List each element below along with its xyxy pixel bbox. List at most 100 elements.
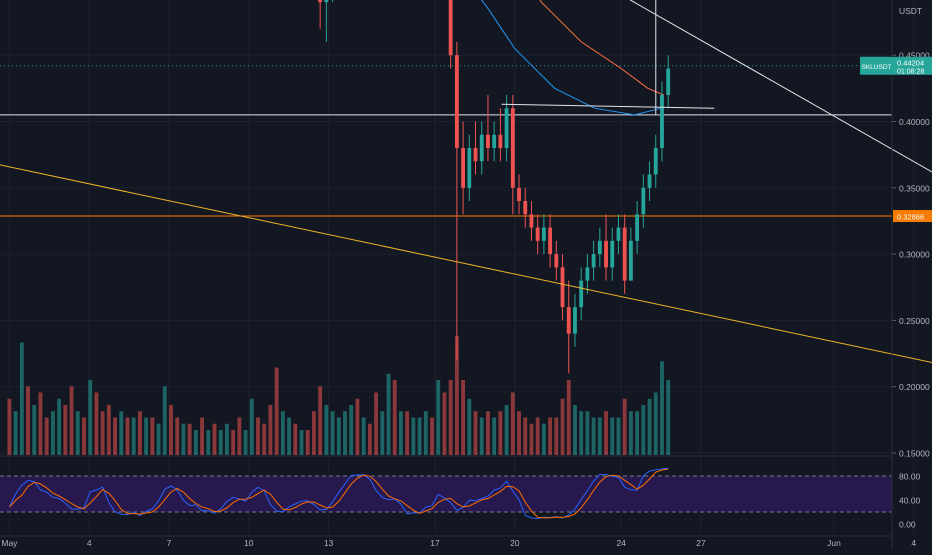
candle-body: [324, 0, 329, 3]
candle-body: [566, 307, 571, 334]
volume-bar: [218, 430, 223, 455]
volume-bar: [641, 405, 646, 455]
volume-bar: [305, 430, 310, 455]
price-tick-label: 0.40000: [899, 117, 930, 127]
price-badge-value: 0.44204: [897, 58, 924, 67]
candle-body: [510, 108, 515, 188]
volume-bar: [448, 380, 453, 455]
price-badge: [893, 56, 932, 75]
candle-body: [573, 307, 577, 334]
time-tick-label: May: [1, 538, 18, 548]
volume-bar: [573, 405, 577, 455]
candle-body: [479, 134, 484, 162]
volume-bar: [423, 411, 428, 455]
price-badge: [893, 210, 932, 223]
volume-bar: [467, 398, 472, 455]
price-tick-label: 0.15000: [899, 449, 930, 459]
volume-bar: [622, 398, 627, 455]
volume-bar: [13, 411, 18, 455]
volume-bars: [7, 336, 671, 455]
volume-bar: [355, 398, 360, 455]
volume-bar: [312, 411, 316, 455]
oscillator-pane: [0, 475, 892, 513]
volume-bar: [231, 430, 236, 455]
candle-body: [579, 280, 584, 308]
volume-bar: [193, 430, 198, 455]
candle-body: [454, 55, 459, 149]
volume-bar: [75, 411, 80, 455]
volume-bar: [268, 405, 273, 455]
volume-bar: [610, 417, 615, 455]
oscillator-tick-label: 40.00: [899, 496, 921, 506]
grid: [0, 0, 915, 533]
volume-bar: [243, 430, 248, 455]
volume-bar: [666, 380, 671, 455]
volume-bar: [32, 405, 37, 455]
volume-bar: [604, 411, 608, 455]
quote-currency-label: USDT: [899, 6, 922, 16]
time-tick-label: 20: [510, 538, 520, 548]
volume-bar: [144, 417, 149, 455]
volume-bar: [628, 411, 633, 455]
oscillator-tick-label: 0.00: [899, 520, 916, 530]
volume-bar: [318, 386, 323, 455]
volume-bar: [125, 417, 130, 455]
volume-bar: [156, 423, 161, 455]
candle-body: [318, 0, 323, 3]
time-axis[interactable]: May47101317202427Jun4710131417: [0, 535, 932, 548]
price-badge-value: 0.32866: [897, 213, 924, 222]
price-tick-label: 0.45000: [899, 51, 930, 61]
drawings[interactable]: [0, 0, 932, 429]
price-axis[interactable]: 0.750000.700000.650000.600000.550000.500…: [891, 0, 930, 550]
trend-line[interactable]: [0, 0, 932, 265]
time-tick-label: 7: [167, 538, 172, 548]
volume-bar: [249, 398, 254, 455]
oscillator-band: [0, 476, 892, 512]
volume-bar: [535, 417, 540, 455]
volume-bar: [380, 411, 385, 455]
volume-bar: [417, 417, 422, 455]
volume-bar: [386, 373, 391, 455]
volume-bar: [100, 411, 105, 455]
candle-body: [666, 68, 671, 95]
volume-bar: [367, 423, 372, 455]
time-tick-label: 24: [616, 538, 626, 548]
volume-bar: [200, 417, 204, 455]
volume-bar: [57, 398, 62, 455]
volume-bar: [82, 417, 86, 455]
candle-body: [529, 214, 534, 228]
volume-bar: [330, 411, 335, 455]
candle-body: [641, 187, 646, 215]
volume-bar: [181, 423, 186, 455]
candle-body: [467, 148, 472, 188]
volume-bar: [442, 392, 447, 455]
volume-bar: [591, 417, 596, 455]
volume-bar: [635, 411, 640, 455]
volume-bar: [237, 417, 242, 455]
candle-body: [635, 214, 640, 241]
oscillator-lines: [8, 467, 669, 520]
volume-bar: [343, 411, 347, 455]
volume-bar: [541, 423, 546, 455]
price-tick-label: 0.20000: [899, 382, 930, 392]
volume-bar: [187, 423, 192, 455]
candle-body: [628, 240, 633, 281]
candle-body: [653, 148, 658, 175]
trend-line[interactable]: [0, 161, 932, 429]
volume-bar: [529, 423, 534, 455]
volume-bar: [256, 417, 260, 455]
candle-body: [448, 0, 453, 56]
volume-bar: [26, 386, 30, 455]
candle-body: [535, 227, 540, 241]
volume-bar: [517, 411, 521, 455]
time-tick-label: 4: [911, 538, 916, 548]
volume-bar: [510, 392, 515, 455]
volume-bar: [554, 417, 559, 455]
trend-line[interactable]: [501, 103, 715, 109]
volume-bar: [336, 417, 341, 455]
candle-body: [610, 240, 615, 268]
time-tick-label: 10: [244, 538, 254, 548]
